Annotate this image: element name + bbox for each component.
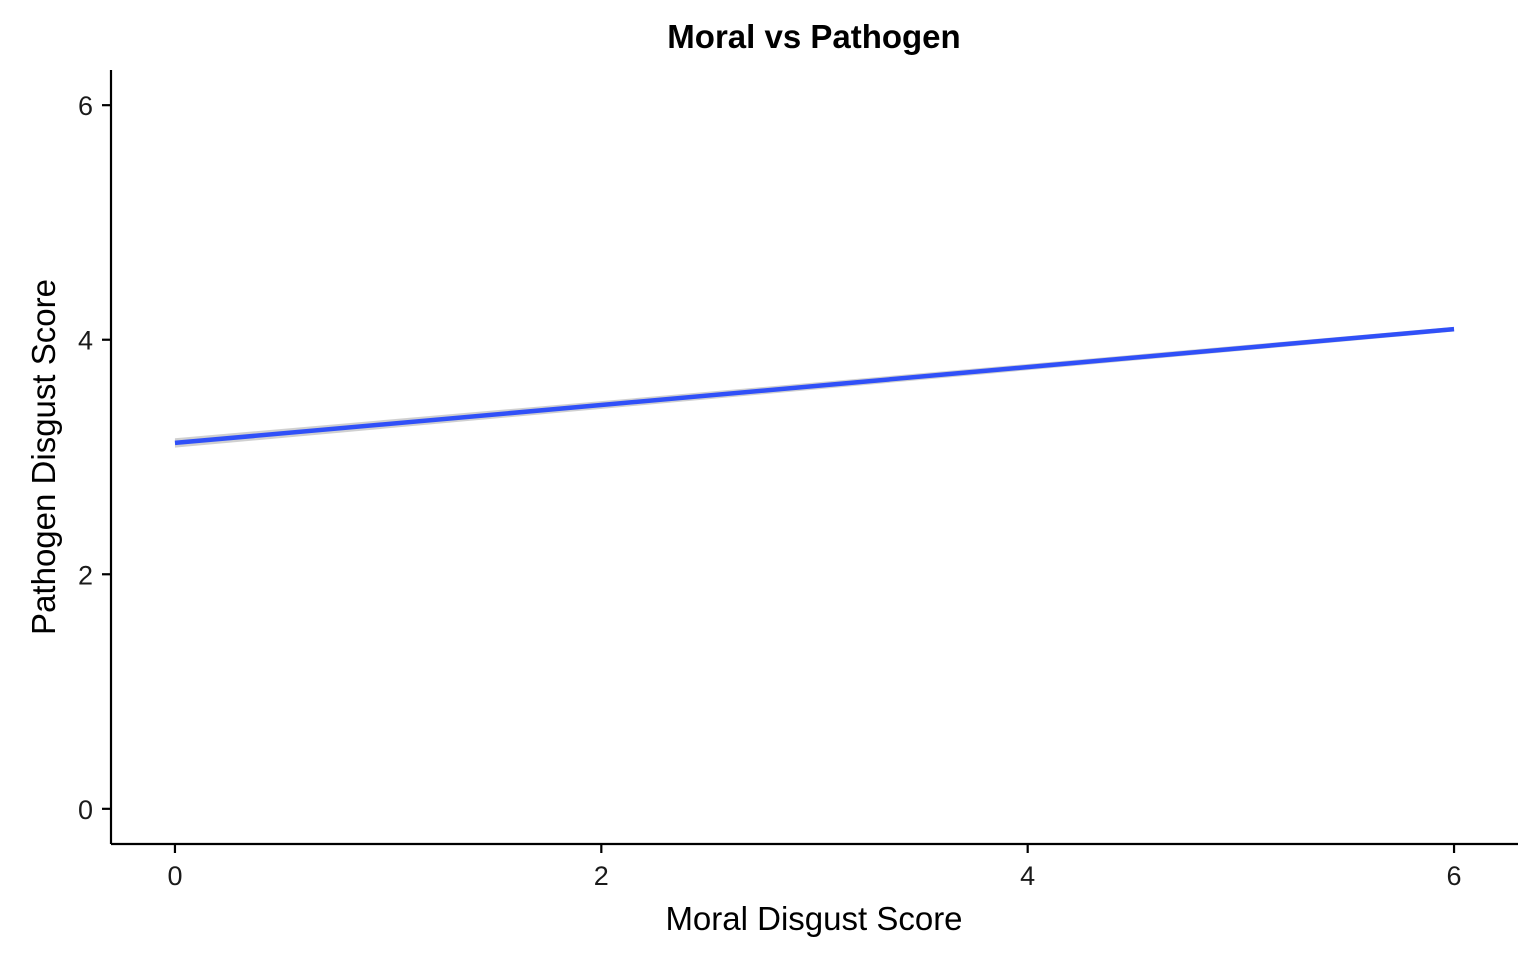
x-axis-label: Moral Disgust Score bbox=[665, 900, 962, 937]
y-tick-label: 2 bbox=[78, 560, 93, 590]
y-axis-label: Pathogen Disgust Score bbox=[25, 279, 62, 635]
series-layer bbox=[174, 326, 1455, 446]
y-tick-label: 6 bbox=[78, 91, 93, 121]
regression-line bbox=[174, 326, 1455, 446]
x-tick-label: 2 bbox=[594, 861, 609, 891]
x-tick-label: 4 bbox=[1020, 861, 1035, 891]
y-axis-ticks: 0 2 4 6 bbox=[78, 91, 111, 825]
x-tick-label: 6 bbox=[1447, 861, 1462, 891]
chart-title: Moral vs Pathogen bbox=[667, 18, 960, 55]
y-tick-label: 4 bbox=[78, 326, 93, 356]
plot-area bbox=[174, 326, 1455, 448]
x-tick-label: 0 bbox=[167, 861, 182, 891]
x-axis-ticks: 0 2 4 6 bbox=[167, 844, 1462, 891]
y-tick-label: 0 bbox=[78, 795, 93, 825]
